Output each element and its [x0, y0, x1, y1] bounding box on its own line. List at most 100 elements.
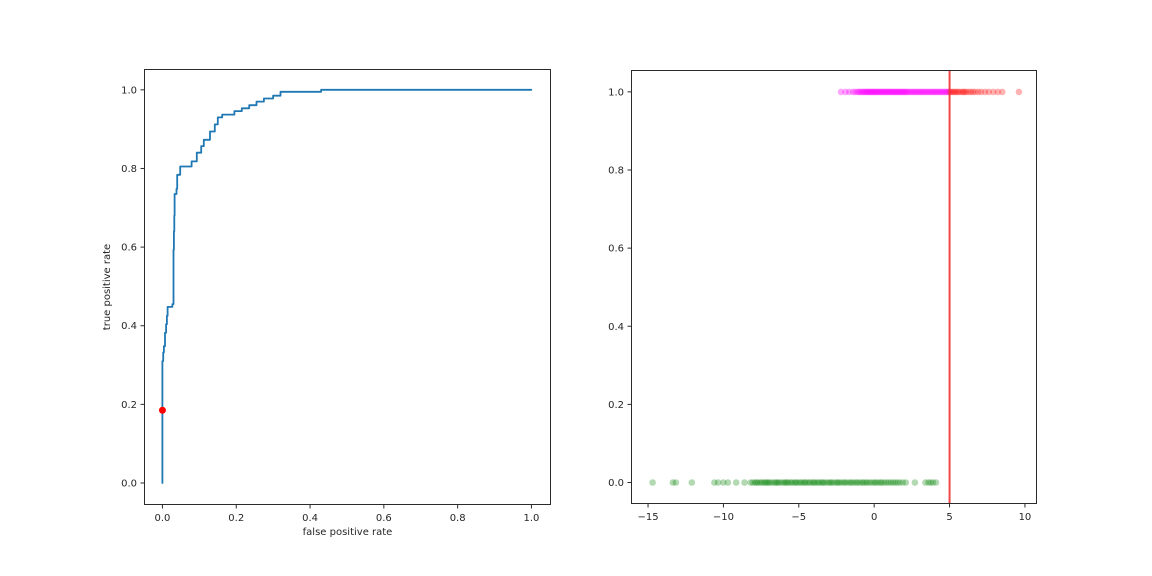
- scatter-point: [800, 479, 807, 486]
- scatter-point: [848, 479, 855, 486]
- scatter-point: [873, 88, 881, 96]
- scatter-point: [781, 479, 789, 486]
- scatter-point: [809, 479, 816, 486]
- scatter-point: [932, 479, 940, 486]
- scatter-point: [838, 479, 846, 486]
- roc-y-tick-label: 0.0: [121, 478, 137, 489]
- scatter-point: [855, 88, 863, 96]
- scatter-point: [884, 88, 892, 96]
- scatter-point: [837, 88, 845, 96]
- scatter-point: [871, 88, 879, 96]
- scatter-point: [893, 88, 900, 96]
- scatter-point: [880, 479, 888, 486]
- scatter-point: [688, 479, 696, 486]
- decision-y-tick-label: 1.0: [608, 87, 624, 98]
- scatter-point: [844, 479, 852, 486]
- scatter-point: [836, 479, 843, 486]
- scatter-point: [754, 479, 762, 486]
- scatter-point: [769, 479, 776, 486]
- scatter-point: [868, 479, 876, 486]
- scatter-point: [887, 479, 895, 486]
- scatter-point: [842, 479, 849, 486]
- scatter-point: [899, 88, 906, 96]
- scatter-point: [791, 479, 798, 486]
- scatter-point: [961, 88, 968, 96]
- decision-x-tick-label: 0: [871, 512, 877, 523]
- scatter-point: [852, 479, 860, 486]
- scatter-point: [896, 88, 904, 96]
- scatter-point: [919, 88, 926, 96]
- scatter-point: [780, 479, 787, 486]
- scatter-point: [889, 479, 897, 486]
- scatter-point: [888, 88, 895, 96]
- scatter-point: [981, 88, 989, 96]
- scatter-point: [879, 88, 887, 96]
- scatter-point: [977, 88, 985, 96]
- scatter-point: [763, 479, 771, 486]
- scatter-point: [878, 479, 885, 486]
- scatter-point: [732, 479, 740, 486]
- scatter-point: [812, 479, 819, 486]
- scatter-point: [938, 88, 946, 96]
- scatter-point: [969, 88, 977, 96]
- scatter-point: [894, 88, 901, 96]
- scatter-point: [825, 479, 833, 486]
- scatter-point: [911, 88, 919, 96]
- scatter-point: [818, 479, 825, 486]
- scatter-point: [863, 88, 871, 96]
- scatter-point: [857, 88, 864, 96]
- scatter-point: [916, 88, 923, 96]
- scatter-point: [821, 479, 828, 486]
- scatter-point: [854, 88, 861, 96]
- scatter-point: [953, 88, 960, 96]
- scatter-point: [850, 479, 858, 486]
- scatter-point: [810, 479, 818, 486]
- scatter-point: [932, 88, 940, 96]
- roc-x-tick-label: 0.0: [154, 513, 170, 524]
- scatter-point: [669, 479, 677, 486]
- scatter-point: [801, 479, 809, 486]
- scatter-point: [724, 479, 732, 486]
- scatter-point: [920, 88, 928, 96]
- scatter-point: [747, 479, 754, 486]
- scatter-point: [941, 88, 949, 96]
- scatter-point: [860, 479, 867, 486]
- roc-x-tick-label: 0.6: [376, 513, 392, 524]
- scatter-point: [876, 479, 884, 486]
- scatter-point: [783, 479, 790, 486]
- decision-x-tick-label: 10: [1019, 512, 1032, 523]
- scatter-point: [870, 88, 878, 96]
- scatter-point: [720, 479, 727, 486]
- scatter-point: [965, 88, 972, 96]
- scatter-point: [877, 88, 885, 96]
- roc-x-tick-label: 1.0: [523, 513, 539, 524]
- scatter-point: [842, 88, 849, 96]
- scatter-point: [864, 88, 872, 96]
- decision-y-tick-label: 0.4: [608, 322, 624, 333]
- scatter-point: [846, 479, 854, 486]
- scatter-point: [806, 479, 814, 486]
- roc-x-tick-label: 0.4: [302, 513, 318, 524]
- scatter-point: [958, 88, 965, 96]
- scatter-point: [974, 88, 982, 96]
- scatter-point: [967, 88, 974, 96]
- scatter-point: [940, 88, 947, 96]
- scatter-point: [905, 88, 913, 96]
- roc-y-tick-label: 1.0: [121, 85, 137, 96]
- scatter-point: [1015, 88, 1023, 96]
- scatter-point: [774, 479, 781, 486]
- scatter-point: [890, 88, 898, 96]
- decision-y-tick-label: 0.2: [608, 400, 624, 411]
- scatter-point: [849, 88, 857, 96]
- scatter-point: [883, 88, 891, 96]
- scatter-point: [926, 88, 934, 96]
- decision-plot: −15 −10 −5 0 5 10 0.0 0.2 0.4 0.6 0.8 1.0: [608, 70, 1037, 523]
- scatter-point: [913, 88, 920, 96]
- scatter-point: [766, 479, 774, 486]
- scatter-point: [778, 479, 785, 486]
- scatter-point: [862, 88, 870, 96]
- scatter-point: [923, 88, 931, 96]
- decision-x-tick-label: −15: [637, 512, 658, 523]
- scatter-point: [860, 88, 867, 96]
